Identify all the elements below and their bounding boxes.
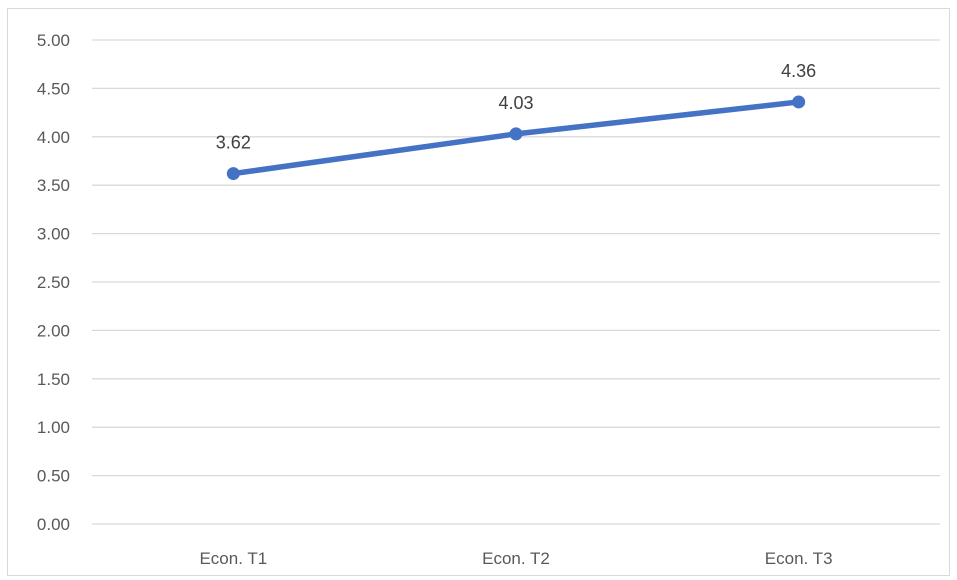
y-tick-label: 5.00 (37, 31, 70, 50)
x-tick-label: Econ. T2 (482, 549, 550, 568)
data-label: 4.03 (498, 93, 533, 113)
y-tick-label: 0.50 (37, 467, 70, 486)
data-label: 3.62 (216, 133, 251, 153)
data-point-marker (509, 127, 523, 141)
y-tick-label: 0.00 (37, 515, 70, 534)
y-tick-label: 2.50 (37, 273, 70, 292)
y-axis-tick-labels: 0.00 0.50 1.00 1.50 2.00 2.50 3.00 3.50 4.00 4.50… (37, 31, 70, 534)
series-layer (226, 95, 806, 181)
y-tick-label: 3.50 (37, 176, 70, 195)
data-point-marker (226, 167, 240, 181)
x-axis-tick-labels: Econ. T1 Econ. T2 Econ. T3 (199, 549, 832, 568)
data-point-marker (792, 95, 806, 109)
x-tick-label: Econ. T3 (765, 549, 833, 568)
y-tick-label: 4.50 (37, 79, 70, 98)
data-labels: 3.62 4.03 4.36 (216, 61, 816, 153)
x-tick-label: Econ. T1 (199, 549, 267, 568)
y-tick-label: 1.00 (37, 418, 70, 437)
y-tick-label: 4.00 (37, 128, 70, 147)
y-tick-label: 2.00 (37, 321, 70, 340)
y-tick-label: 1.50 (37, 370, 70, 389)
data-label: 4.36 (781, 61, 816, 81)
y-tick-label: 3.00 (37, 225, 70, 244)
